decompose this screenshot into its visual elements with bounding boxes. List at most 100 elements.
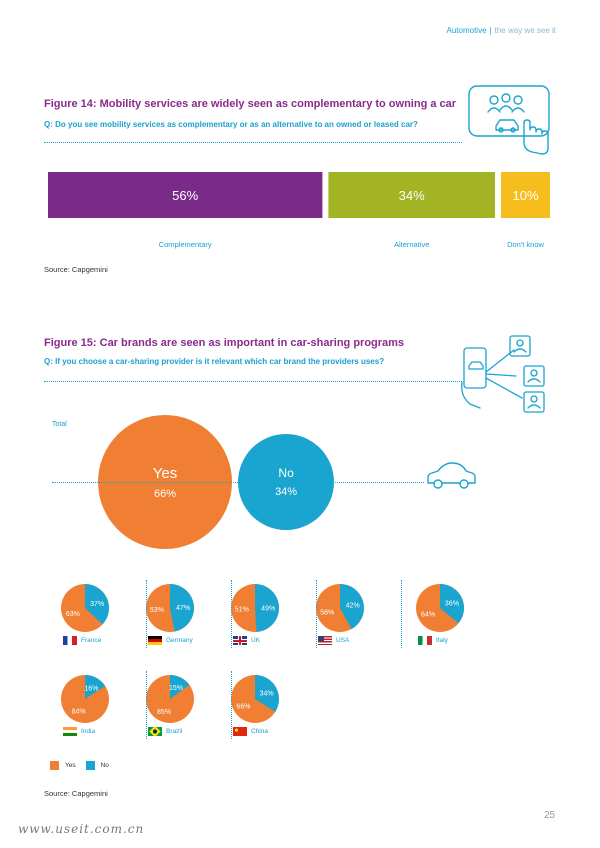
total-label: Total (52, 421, 67, 428)
bar-category-label: Complementary (158, 240, 212, 249)
fig14-bar-labels: Complementary Alternative Don't know (48, 240, 550, 252)
pie-slice-no (170, 675, 190, 699)
fig15-question: Q: If you choose a car-sharing provider … (44, 357, 385, 366)
pie-chart: 15% 85% (146, 675, 194, 723)
usa-flag-icon (318, 636, 332, 645)
total-yes-label: Yes (152, 464, 178, 482)
fig15-source: Source: Capgemini (44, 789, 108, 798)
italy-flag-icon (418, 636, 432, 645)
pie-no-label: 15% (169, 685, 183, 692)
legend-yes-label: Yes (65, 762, 76, 769)
bar-value-label: 56% (172, 188, 198, 203)
country-label: USA (318, 636, 349, 645)
total-no-value: 34% (275, 485, 298, 498)
pie-slice-no (85, 584, 109, 625)
pie-no-label: 16% (84, 685, 98, 692)
legend-yes-swatch (50, 761, 59, 770)
legend-no-swatch (85, 761, 95, 770)
total-yes-value: 66% (153, 487, 177, 500)
fig14-source: Source: Capgemini (44, 265, 108, 274)
country-label: France (63, 636, 101, 645)
country-name: France (81, 637, 102, 644)
total-no-circle: No 34% (238, 433, 335, 531)
fig15-legend: Yes No (50, 761, 109, 770)
country-label: India (63, 727, 95, 736)
country-name: Brazil (166, 728, 183, 735)
france-flag-icon (63, 636, 77, 645)
india-flag-icon (63, 727, 77, 736)
pie-chart: 36% 64% (416, 584, 464, 632)
brazil-flag-icon (148, 727, 162, 736)
pie-slice-no (340, 584, 364, 630)
total-axis-line (52, 482, 424, 483)
china-flag-icon (233, 727, 247, 736)
pie-chart: 42% 58% (316, 584, 364, 632)
country-name: India (81, 728, 96, 735)
country-label: Brazil (148, 727, 182, 736)
legend-no-label: No (100, 762, 109, 769)
bar-value-label: 34% (399, 188, 425, 203)
watermark: www.useit.com.cn (18, 822, 145, 836)
pie-slice-no (255, 675, 279, 712)
uk-flag-icon (233, 636, 247, 645)
pie-chart: 34% 66% (231, 675, 279, 723)
car-sharing-phone-icon (458, 332, 558, 423)
pie-slice-no (85, 675, 106, 699)
country-name: USA (336, 637, 350, 644)
country-name: Germany (166, 637, 193, 644)
pie-no-label: 47% (176, 605, 190, 612)
country-pie-uk: 49% 51% UK (227, 582, 307, 652)
fig15-title: Figure 15: Car brands are seen as import… (44, 337, 405, 349)
bar-value-label: 10% (512, 188, 538, 203)
country-name: UK (251, 637, 261, 644)
header-separator: | (489, 26, 492, 35)
fig14-title: Figure 14: Mobility services are widely … (44, 98, 457, 110)
country-name: Italy (436, 637, 448, 644)
country-label: Italy (418, 636, 448, 645)
pie-yes-label: 84% (72, 709, 86, 716)
country-label: China (233, 727, 268, 736)
total-no-label: No (278, 465, 294, 480)
pie-slice-no (255, 584, 279, 632)
pie-no-label: 36% (445, 600, 459, 607)
car-outline-icon (424, 461, 478, 496)
pie-yes-label: 64% (421, 612, 435, 619)
pie-no-label: 49% (261, 606, 275, 613)
pie-yes-label: 66% (236, 703, 250, 710)
country-pie-italy: 36% 64% Italy (412, 582, 492, 652)
fig14-question: Q: Do you see mobility services as compl… (44, 120, 418, 129)
country-label: Germany (148, 636, 193, 645)
pie-yes-label: 85% (157, 709, 171, 716)
pie-chart: 49% 51% (231, 584, 279, 632)
pie-separator (231, 580, 232, 648)
germany-flag-icon (148, 636, 162, 645)
country-pie-brazil: 15% 85% Brazil (142, 673, 222, 743)
pie-slice-no (440, 584, 464, 624)
country-label: UK (233, 636, 260, 645)
bar-segment-complementary (48, 172, 323, 218)
pie-chart: 37% 63% (61, 584, 109, 632)
pie-chart: 16% 84% (61, 675, 109, 723)
bar-segment-don-t-know (501, 172, 550, 218)
pie-separator (146, 671, 147, 739)
country-name: China (251, 728, 268, 735)
bar-segment-alternative (328, 172, 495, 218)
pie-yes-label: 51% (235, 606, 249, 613)
touchscreen-car-icon (466, 82, 556, 162)
pie-slice-no (170, 584, 195, 632)
bar-category-label: Don't know (507, 240, 544, 249)
header-tagline: the way we see it (494, 26, 556, 35)
header-section: Automotive (446, 26, 487, 35)
country-pie-germany: 47% 53% Germany (142, 582, 222, 652)
pie-no-label: 34% (260, 691, 274, 698)
pie-chart: 47% 53% (146, 584, 195, 632)
country-pie-usa: 42% 58% USA (312, 582, 392, 652)
pie-yes-label: 58% (320, 609, 334, 616)
fig14-bar-chart: 56% 34% 10% (48, 172, 550, 218)
pie-yes-label: 63% (66, 611, 80, 618)
pie-separator (316, 580, 317, 648)
bar-category-label: Alternative (393, 240, 430, 249)
country-pie-france: 37% 63% France (57, 582, 137, 652)
pie-no-label: 42% (346, 603, 360, 610)
pie-separator (401, 580, 402, 648)
